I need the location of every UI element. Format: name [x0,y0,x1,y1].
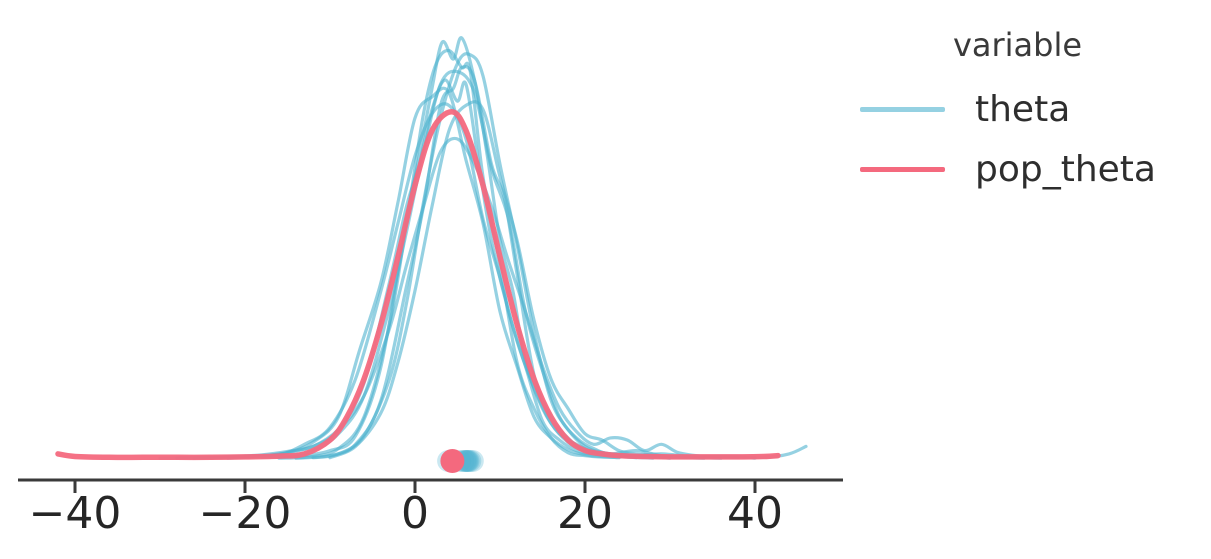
legend: variable theta pop_theta [860,26,1190,190]
theta-point-estimate-dot [461,450,484,472]
x-axis-tick-label: −40 [29,488,122,539]
legend-label-pop-theta: pop_theta [975,148,1156,190]
x-axis-tick-label: −20 [199,488,292,539]
point-estimate-markers [437,449,484,473]
x-axis: −40 −20 0 20 40 [18,478,843,539]
theta-line-swatch [860,106,945,112]
x-axis-tick-label: 20 [557,488,613,539]
pop_theta-point-estimate-dot [440,449,465,473]
theta-point-estimate-dot [459,450,482,472]
theta-density-curve-chain-0 [260,36,672,460]
legend-entry-theta: theta [860,86,1070,132]
pop-theta-line-swatch [860,166,945,172]
density-curves-layer [55,36,808,461]
legend-entry-pop-theta: pop_theta [860,146,1156,192]
pop-theta-density-curve [55,108,781,461]
theta-density-curve-chain-5 [277,48,672,460]
x-axis-tick-label: 40 [727,488,783,539]
x-axis-tick-label: 0 [401,488,429,539]
theta-point-estimate-dot [457,450,480,472]
theta-density-curve-chain-6 [158,136,740,460]
legend-label-theta: theta [975,88,1071,130]
legend-title: variable [952,26,1083,64]
